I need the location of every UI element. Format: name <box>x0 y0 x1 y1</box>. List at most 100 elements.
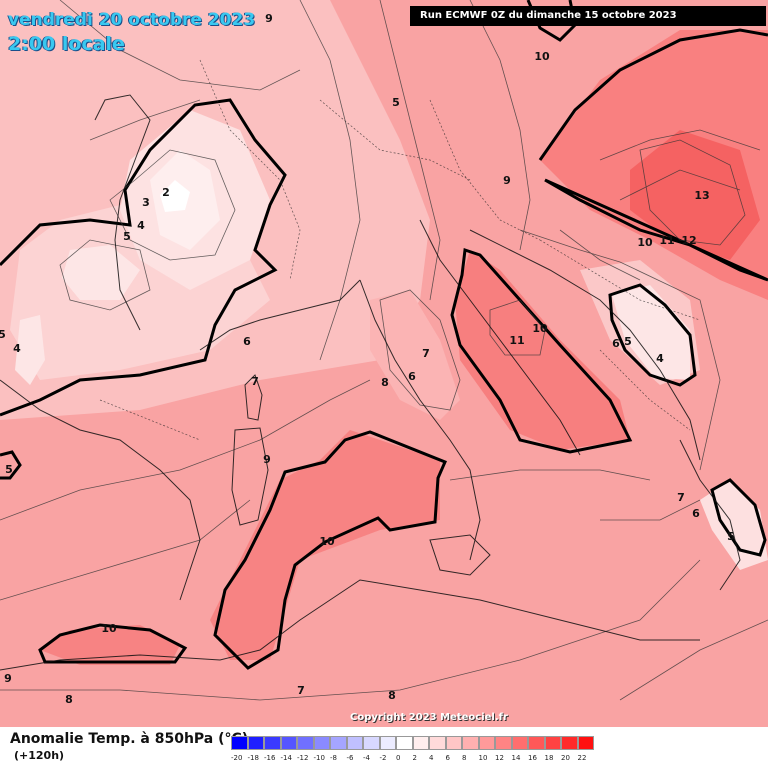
thin-contour <box>639 139 746 246</box>
contour-label: 7 <box>297 684 305 697</box>
legend-tick-label: -12 <box>297 754 309 762</box>
legend-swatch <box>561 736 578 750</box>
legend-swatch <box>264 736 281 750</box>
legend-swatch <box>577 736 594 750</box>
legend-tick-label: 20 <box>561 754 570 762</box>
thin-contour <box>519 229 721 471</box>
legend-swatch <box>495 736 512 750</box>
legend-tick-label: 0 <box>396 754 401 762</box>
coast-france-atlantic <box>94 94 151 331</box>
legend-tick-label: -16 <box>264 754 276 762</box>
legend-tick-label: -6 <box>346 754 354 762</box>
legend-swatch <box>511 736 528 750</box>
contour-5-corner <box>0 450 22 480</box>
thin-contour <box>600 499 701 521</box>
legend-swatch <box>346 736 363 750</box>
contour-label: 10 <box>534 50 550 63</box>
contour-5-balkans <box>608 283 697 387</box>
contour-label: 10 <box>319 535 335 548</box>
contour-label: 8 <box>381 376 389 389</box>
thin-contour <box>379 289 461 411</box>
contour-label: 8 <box>65 693 73 706</box>
legend-swatch <box>297 736 314 750</box>
run-banner: Run ECMWF 0Z du dimanche 15 octobre 2023 <box>410 6 766 26</box>
legend-tick-label: -14 <box>280 754 292 762</box>
thin-contour <box>59 239 151 311</box>
field-zone-core-white <box>160 180 190 212</box>
forecast-hour: 2:00 locale <box>8 33 125 55</box>
legend-tick-label: -18 <box>247 754 259 762</box>
contour-label: 3 <box>142 196 150 209</box>
forecast-date: vendredi 20 octobre 2023 <box>8 10 256 30</box>
thin-contour <box>109 149 236 261</box>
contour-label: 6 <box>243 335 251 348</box>
contour-label: 5 <box>727 530 735 543</box>
legend-swatch <box>247 736 264 750</box>
thin-contour <box>619 619 768 701</box>
contour-label: 7 <box>677 491 685 504</box>
contour-label: 6 <box>408 370 416 383</box>
thin-contour <box>559 229 641 281</box>
legend-swatch <box>412 736 429 750</box>
legend-swatch <box>429 736 446 750</box>
coast-iberia <box>0 379 201 601</box>
coast-mediterranean-north <box>199 279 361 351</box>
thin-contour <box>0 559 701 701</box>
legend-tick-label: -4 <box>363 754 370 762</box>
thin-contour <box>449 469 651 481</box>
legend-swatch <box>363 736 380 750</box>
coastlines <box>0 94 741 671</box>
legend-swatch <box>330 736 347 750</box>
contour-label: 10 <box>637 236 653 249</box>
contour-label: 5 <box>624 335 632 348</box>
legend-subtitle: (+120h) <box>14 749 65 762</box>
contour-label: 10 <box>101 622 117 635</box>
legend-tick-label: 10 <box>478 754 488 762</box>
legend-tick-label: 8 <box>462 754 467 762</box>
border <box>539 239 701 321</box>
contour-label: 4 <box>13 342 21 355</box>
color-scale <box>231 736 594 752</box>
contour-label: 12 <box>681 234 696 247</box>
legend-tick-label: 2 <box>412 754 417 762</box>
contour-10-tyrrhenian <box>213 430 447 670</box>
legend-swatch <box>462 736 479 750</box>
thin-contour <box>0 499 251 601</box>
legend-tick-label: 22 <box>577 754 587 762</box>
border <box>199 59 301 281</box>
legend-swatch <box>396 736 413 750</box>
legend-swatch <box>313 736 330 750</box>
contour-label: 6 <box>612 337 620 350</box>
contour-label: 10 <box>532 322 548 335</box>
legend-tick-label: 6 <box>445 754 450 762</box>
island-corsica <box>244 374 263 421</box>
legend-tick-label: 14 <box>511 754 521 762</box>
contour-label: 13 <box>694 189 709 202</box>
field-zone-balkans-core <box>612 285 690 380</box>
color-scale-labels: -20 -18 -16 -14 -12 -10 -8 -6 -4 -2 0 2 4 6 8 10 12 14 16 1… <box>231 754 594 766</box>
thin-contour <box>0 379 371 521</box>
border <box>599 349 691 431</box>
island-sardinia <box>231 427 269 526</box>
legend-swatch <box>379 736 396 750</box>
legend-swatch <box>528 736 545 750</box>
legend-tick-label: 18 <box>544 754 554 762</box>
thin-contour <box>59 0 301 91</box>
borders <box>99 59 701 441</box>
contour-label: 7 <box>251 375 259 388</box>
contour-label: 5 <box>5 463 13 476</box>
legend-swatch <box>280 736 297 750</box>
coast-africa <box>0 579 700 671</box>
contour-label: 2 <box>162 186 170 199</box>
copyright: Copyright 2023 Meteociel.fr <box>350 712 508 723</box>
thin-contour <box>379 0 441 301</box>
contour-label: 9 <box>265 12 273 25</box>
legend-swatch <box>478 736 495 750</box>
contour-label: 4 <box>656 352 664 365</box>
thin-contour <box>619 169 741 201</box>
coast-italy-west <box>359 279 481 561</box>
contour-label: 5 <box>392 96 400 109</box>
field-zone-tyrrhenian <box>210 430 440 660</box>
legend-swatch <box>445 736 462 750</box>
border <box>429 99 541 241</box>
